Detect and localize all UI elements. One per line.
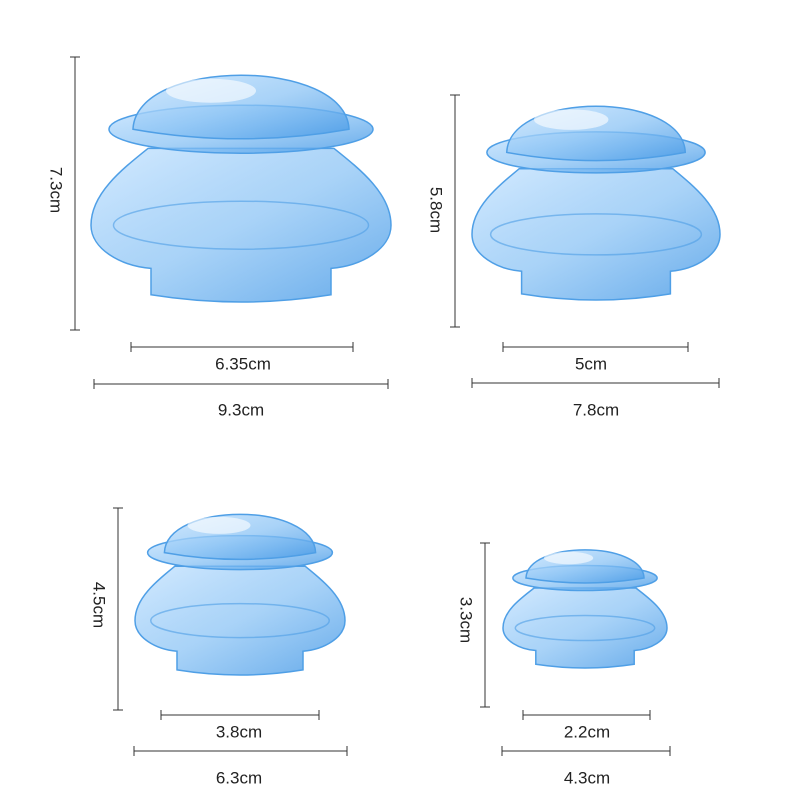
height-label: 5.8cm: [427, 187, 446, 233]
top-width-label: 3.8cm: [216, 722, 262, 741]
top-width-label: 6.35cm: [215, 354, 271, 373]
cup-base-ring: [114, 201, 369, 249]
base-width-line: [93, 379, 389, 389]
top-width-line: [160, 710, 320, 720]
top-width-line: [522, 710, 651, 720]
cup-highlight: [544, 551, 594, 565]
dimension-group: 7.3cm 6.35cm 9.3cm: [47, 56, 389, 419]
base-width-label: 6.3cm: [216, 768, 262, 787]
cup: [135, 514, 345, 675]
dimension-group: 4.5cm 3.8cm 6.3cm: [90, 507, 348, 787]
base-width-line: [501, 746, 671, 756]
height-line: [70, 56, 80, 331]
base-width-line: [133, 746, 348, 756]
top-width-line: [502, 342, 689, 352]
base-width-label: 9.3cm: [218, 400, 264, 419]
cup-base-ring: [491, 214, 702, 255]
height-line: [450, 94, 460, 328]
cup-highlight: [534, 109, 609, 130]
height-line: [480, 542, 490, 708]
cups: [91, 75, 720, 675]
cup-base-ring: [151, 604, 330, 638]
dimension-group: 5.8cm 5cm 7.8cm: [427, 94, 720, 419]
cup-body: [91, 148, 391, 302]
height-label: 4.5cm: [90, 582, 109, 628]
top-width-label: 2.2cm: [564, 722, 610, 741]
cup-body: [135, 566, 345, 675]
cup: [91, 75, 391, 302]
top-width-label: 5cm: [575, 354, 607, 373]
cup-body: [472, 169, 720, 300]
base-width-label: 4.3cm: [564, 768, 610, 787]
cup-highlight: [187, 516, 251, 534]
base-width-label: 7.8cm: [573, 400, 619, 419]
cup: [472, 106, 720, 300]
base-width-line: [471, 378, 720, 388]
top-width-line: [130, 342, 354, 352]
cup-highlight: [166, 78, 256, 103]
height-label: 7.3cm: [47, 167, 66, 213]
cup: [503, 550, 667, 668]
height-label: 3.3cm: [457, 597, 476, 643]
cup-base-ring: [515, 616, 654, 641]
cup-body: [503, 588, 667, 668]
height-line: [113, 507, 123, 711]
dimension-group: 3.3cm 2.2cm 4.3cm: [457, 542, 671, 787]
